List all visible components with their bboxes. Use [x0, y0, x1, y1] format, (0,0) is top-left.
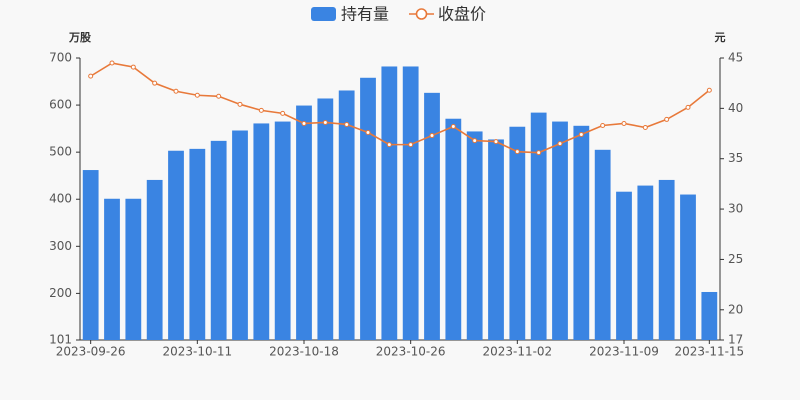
price-point [536, 150, 542, 156]
bar [488, 139, 504, 340]
price-point [152, 80, 158, 86]
bar [146, 179, 163, 340]
price-point [365, 130, 371, 136]
bar [509, 126, 526, 340]
y2-tick-label: 30 [728, 202, 743, 216]
price-point [578, 132, 584, 138]
price-point [109, 60, 115, 66]
bar [104, 198, 120, 340]
bar [637, 185, 654, 340]
price-point [685, 104, 691, 110]
bar [274, 121, 291, 340]
price-point [280, 110, 286, 116]
bar [296, 105, 312, 340]
legend-text: 持有量 [341, 5, 389, 24]
price-line [90, 62, 710, 154]
price-point [472, 138, 478, 144]
x-tick-label: 2023-11-09 [589, 345, 659, 359]
y2-axis-label: 元 [715, 31, 726, 44]
bar [616, 191, 632, 340]
price-point [408, 142, 414, 148]
bar [232, 130, 248, 340]
bar [701, 291, 718, 340]
y-tick-label: 300 [49, 239, 72, 253]
price-point [216, 93, 222, 99]
bar [552, 121, 568, 340]
bar [530, 112, 547, 340]
price-point [344, 121, 350, 127]
price-point [664, 116, 670, 122]
bar [338, 90, 355, 341]
bar [594, 149, 611, 340]
price-point [130, 64, 136, 70]
price-point [173, 88, 179, 94]
bar [466, 131, 483, 340]
price-point [450, 123, 456, 129]
y-tick-label: 400 [49, 192, 72, 206]
bar [82, 170, 99, 340]
legend-swatch [415, 8, 428, 20]
price-point [301, 120, 307, 126]
y2-tick-label: 20 [728, 302, 743, 316]
price-point [493, 139, 499, 145]
price-point [642, 124, 648, 130]
y-tick-label: 600 [49, 98, 72, 112]
price-point [322, 119, 328, 125]
y-tick-label: 700 [49, 51, 72, 65]
bar [168, 150, 184, 340]
bar [360, 77, 376, 341]
y2-tick-label: 17 [728, 333, 743, 347]
bar [125, 198, 142, 340]
price-point [600, 122, 606, 128]
price-point [386, 142, 392, 148]
y2-tick-label: 40 [728, 101, 743, 115]
bar [189, 148, 206, 340]
bar [253, 123, 270, 341]
price-point [237, 101, 243, 107]
y-tick-label: 200 [49, 286, 72, 300]
price-point [514, 149, 520, 155]
bar [424, 92, 440, 340]
price-point [88, 73, 94, 79]
x-tick-label: 2023-11-15 [674, 345, 744, 359]
y2-tick-label: 35 [728, 151, 743, 165]
bar [317, 98, 334, 340]
x-tick-label: 2023-10-18 [269, 345, 339, 359]
bar [210, 140, 227, 340]
x-tick-label: 2023-11-02 [482, 345, 552, 359]
bar [680, 194, 696, 340]
bar [445, 118, 462, 340]
price-point [706, 87, 712, 93]
price-point [557, 141, 563, 147]
x-tick-label: 2023-10-26 [376, 345, 446, 359]
y-tick-label: 101 [49, 333, 72, 347]
bar [402, 66, 419, 340]
y2-tick-label: 25 [728, 252, 743, 266]
y-tick-label: 500 [49, 145, 72, 159]
price-point [194, 92, 200, 98]
price-point [621, 120, 627, 126]
y2-tick-label: 45 [728, 51, 743, 65]
price-point [258, 107, 264, 113]
bar [658, 179, 675, 340]
bar [381, 66, 398, 340]
legend-text: 收盘价 [438, 5, 486, 24]
x-tick-label: 2023-09-26 [56, 345, 126, 359]
y-axis-label: 万股 [68, 31, 92, 44]
bar [573, 125, 590, 340]
legend-swatch [311, 7, 336, 21]
price-point [429, 133, 435, 139]
x-tick-label: 2023-10-11 [162, 345, 232, 359]
